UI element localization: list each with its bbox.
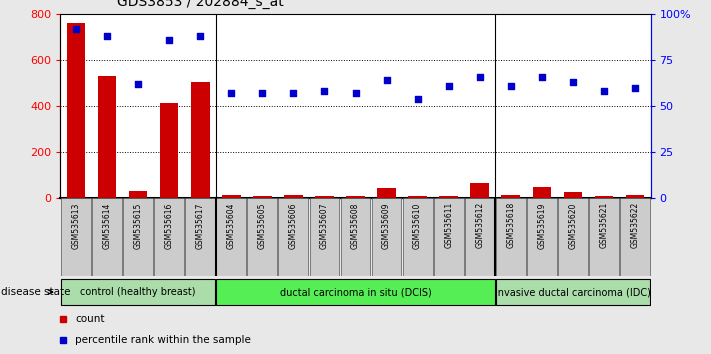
- Point: [443, 83, 454, 89]
- Bar: [160, 103, 178, 198]
- Text: GSM535613: GSM535613: [72, 202, 80, 249]
- Bar: [496, 279, 650, 306]
- Text: GSM535607: GSM535607: [320, 202, 329, 249]
- Text: GSM535609: GSM535609: [382, 202, 391, 249]
- Bar: [626, 195, 644, 198]
- Bar: [527, 198, 557, 276]
- Bar: [315, 196, 333, 198]
- Bar: [408, 196, 427, 198]
- Text: GSM535615: GSM535615: [134, 202, 143, 249]
- Point: [319, 88, 330, 94]
- Point: [381, 78, 392, 83]
- Point: [412, 96, 423, 102]
- Point: [164, 37, 175, 43]
- Bar: [284, 195, 303, 198]
- Point: [350, 91, 361, 96]
- Bar: [247, 198, 277, 276]
- Text: GSM535608: GSM535608: [351, 202, 360, 249]
- Bar: [216, 198, 246, 276]
- Text: GSM535620: GSM535620: [568, 202, 577, 249]
- Text: GSM535614: GSM535614: [102, 202, 112, 249]
- Text: disease state: disease state: [1, 287, 70, 297]
- Text: GSM535621: GSM535621: [599, 202, 609, 249]
- Bar: [594, 196, 614, 198]
- Text: percentile rank within the sample: percentile rank within the sample: [75, 335, 251, 345]
- Text: GSM535610: GSM535610: [413, 202, 422, 249]
- Point: [102, 33, 113, 39]
- Text: GSM535622: GSM535622: [631, 202, 639, 249]
- Point: [225, 91, 237, 96]
- Bar: [129, 191, 147, 198]
- Point: [195, 33, 206, 39]
- Point: [629, 85, 641, 91]
- Text: GSM535617: GSM535617: [196, 202, 205, 249]
- Text: GSM535612: GSM535612: [475, 202, 484, 249]
- Point: [567, 79, 579, 85]
- Text: GSM535619: GSM535619: [538, 202, 546, 249]
- Text: ductal carcinoma in situ (DCIS): ductal carcinoma in situ (DCIS): [279, 287, 432, 297]
- Bar: [61, 198, 91, 276]
- Point: [536, 74, 547, 80]
- Bar: [222, 195, 240, 198]
- Point: [288, 91, 299, 96]
- Text: invasive ductal carcinoma (IDC): invasive ductal carcinoma (IDC): [495, 287, 651, 297]
- Bar: [471, 183, 489, 198]
- Bar: [346, 196, 365, 198]
- Text: GSM535605: GSM535605: [258, 202, 267, 249]
- Bar: [123, 198, 153, 276]
- Text: GSM535606: GSM535606: [289, 202, 298, 249]
- Bar: [154, 198, 184, 276]
- Bar: [501, 195, 520, 198]
- Text: GSM535611: GSM535611: [444, 202, 453, 249]
- Bar: [496, 198, 525, 276]
- Bar: [186, 198, 215, 276]
- Bar: [465, 198, 495, 276]
- Point: [598, 88, 609, 94]
- Point: [132, 81, 144, 87]
- Point: [474, 74, 486, 80]
- Text: GDS3853 / 202884_s_at: GDS3853 / 202884_s_at: [117, 0, 284, 9]
- Point: [70, 26, 82, 32]
- Point: [257, 91, 268, 96]
- Bar: [620, 198, 650, 276]
- Bar: [402, 198, 432, 276]
- Bar: [434, 198, 464, 276]
- Bar: [558, 198, 588, 276]
- Bar: [92, 198, 122, 276]
- Text: control (healthy breast): control (healthy breast): [80, 287, 196, 297]
- Bar: [341, 198, 370, 276]
- Bar: [216, 279, 495, 306]
- Bar: [97, 76, 117, 198]
- Bar: [533, 187, 551, 198]
- Bar: [589, 198, 619, 276]
- Bar: [564, 193, 582, 198]
- Bar: [279, 198, 309, 276]
- Bar: [309, 198, 339, 276]
- Point: [505, 83, 516, 89]
- Bar: [378, 188, 396, 198]
- Bar: [61, 279, 215, 306]
- Text: count: count: [75, 314, 105, 324]
- Bar: [191, 82, 210, 198]
- Bar: [253, 196, 272, 198]
- Text: GSM535616: GSM535616: [165, 202, 173, 249]
- Text: GSM535604: GSM535604: [227, 202, 236, 249]
- Text: GSM535618: GSM535618: [506, 202, 515, 249]
- Bar: [372, 198, 402, 276]
- Bar: [439, 196, 458, 198]
- Bar: [67, 23, 85, 198]
